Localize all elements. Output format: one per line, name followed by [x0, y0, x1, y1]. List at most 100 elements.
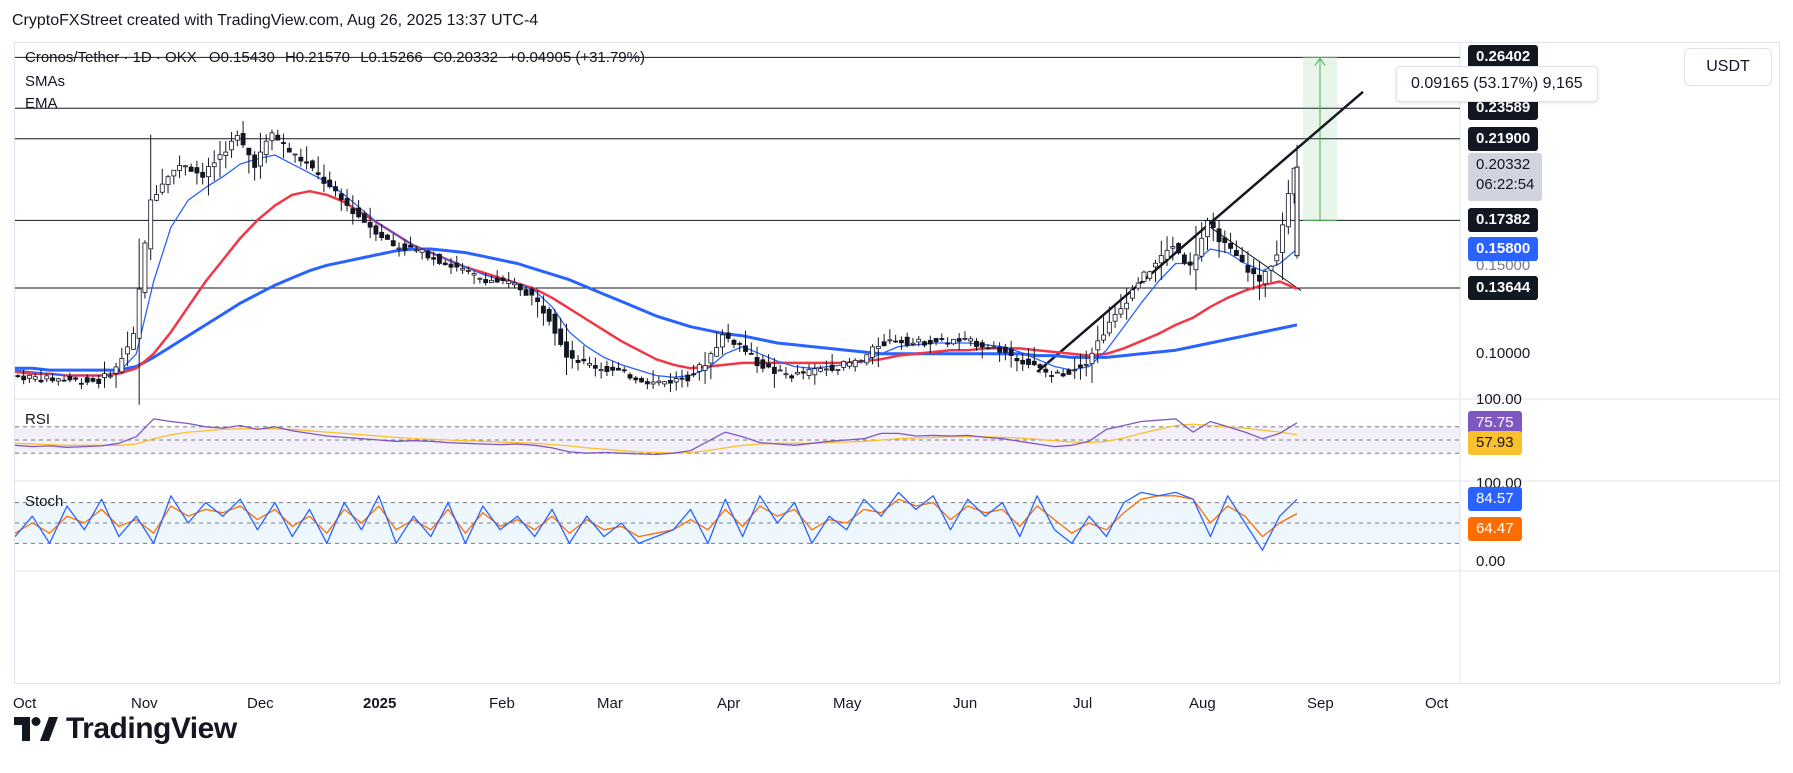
- bar-countdown: 06:22:54: [1476, 176, 1535, 194]
- candle-body: [927, 339, 933, 345]
- candle-body: [719, 334, 725, 348]
- candle-body: [552, 313, 558, 334]
- candle-body: [477, 277, 483, 280]
- candle-body: [881, 341, 887, 347]
- rsi-line: [15, 418, 1298, 456]
- candle-body: [1193, 254, 1199, 271]
- candle-body: [737, 343, 743, 345]
- candle-body: [569, 350, 575, 359]
- time-label-dec: Dec: [247, 695, 274, 712]
- candle-body: [229, 140, 234, 151]
- candle-body: [592, 365, 598, 369]
- candle-body: [841, 361, 847, 368]
- legend-ema[interactable]: EMA: [25, 95, 58, 112]
- candle-body: [1216, 228, 1222, 243]
- candle-body: [847, 362, 852, 367]
- candle-body: [558, 328, 564, 345]
- candle-body: [356, 207, 362, 218]
- candle-body: [165, 176, 171, 185]
- candle-body: [379, 231, 385, 239]
- candle-body: [408, 244, 413, 248]
- candle-body: [1112, 314, 1118, 322]
- candle-body: [1187, 261, 1193, 266]
- trendlines[interactable]: [1036, 90, 1364, 373]
- candle-body: [1239, 254, 1245, 263]
- candle-body: [1274, 254, 1280, 262]
- candle-body: [656, 380, 662, 384]
- candle-body: [598, 369, 604, 372]
- candle-body: [887, 339, 893, 342]
- legend-symbol[interactable]: Cronos/Tether · 1D · OKX: [25, 49, 197, 66]
- candle-body: [1054, 371, 1060, 374]
- candle-body: [823, 368, 829, 371]
- currency-button[interactable]: USDT: [1684, 48, 1772, 86]
- candle-body: [540, 305, 546, 314]
- candle-body: [73, 377, 79, 380]
- stoch-k-value-tag: 84.57: [1468, 487, 1522, 512]
- candle-body: [419, 248, 425, 253]
- candle-body: [1210, 221, 1216, 228]
- candle-body: [321, 176, 327, 184]
- candle-body: [1072, 369, 1078, 372]
- candle-body: [298, 156, 304, 162]
- candle-body: [731, 339, 737, 345]
- candle-body: [425, 250, 431, 259]
- candle-body: [500, 277, 506, 281]
- candle-body: [1124, 302, 1130, 310]
- candle-body: [50, 377, 55, 382]
- stoch-k-line: [15, 491, 1298, 551]
- legend-close: C0.20332: [432, 49, 499, 66]
- candle-body: [154, 194, 159, 201]
- candle-body: [130, 333, 136, 350]
- legend-open: O0.15430: [208, 49, 275, 66]
- pane-separators: [15, 43, 1779, 683]
- candle-body: [899, 340, 904, 344]
- candle-body: [1118, 308, 1124, 315]
- legend-low: L0.15266: [360, 49, 423, 66]
- candle-body: [546, 308, 552, 322]
- sma-fast-line: [15, 154, 1298, 378]
- candle-body: [327, 179, 333, 188]
- candle-body: [777, 369, 783, 372]
- legend-main: Cronos/Tether · 1D · OKX O0.15430 H0.215…: [25, 49, 645, 66]
- candle-body: [1020, 359, 1026, 365]
- chart-frame[interactable]: Cronos/Tether · 1D · OKX O0.15430 H0.215…: [13, 42, 1780, 712]
- candle-body: [714, 347, 720, 357]
- candle-body: [910, 342, 916, 345]
- candle-body: [460, 268, 465, 271]
- candle-body: [21, 375, 27, 381]
- legend-rsi[interactable]: RSI: [25, 411, 51, 428]
- candle-body: [1141, 271, 1147, 282]
- candle-body: [1285, 193, 1291, 228]
- candle-body: [766, 363, 772, 368]
- candle-body: [789, 375, 795, 379]
- last-price-value: 0.20332: [1476, 156, 1531, 174]
- legend-stoch[interactable]: Stoch: [25, 493, 64, 510]
- candle-body: [171, 169, 177, 177]
- candle-body: [1101, 334, 1106, 341]
- candle-body: [1164, 249, 1170, 260]
- candle-body: [639, 378, 644, 383]
- horizontal-levels: [15, 56, 1460, 289]
- candle-body: [523, 289, 529, 296]
- candle-body: [939, 338, 945, 340]
- tradingview-logo[interactable]: TradingView: [14, 712, 237, 746]
- candle-body-last: [1294, 166, 1300, 257]
- candle-body: [696, 364, 702, 372]
- legend-smas[interactable]: SMAs: [25, 73, 66, 90]
- candle-body: [962, 337, 968, 340]
- ascending-trendline: [1036, 90, 1364, 373]
- candle-body: [1233, 250, 1239, 257]
- candle-body: [96, 378, 102, 384]
- chart-canvas[interactable]: [15, 43, 1779, 683]
- candle-body: [991, 346, 997, 349]
- price-tag-level-3: 0.21900: [1468, 126, 1539, 151]
- candle-body: [904, 336, 910, 346]
- candle-body: [15, 375, 21, 377]
- candle-body: [1245, 265, 1251, 273]
- candle-body: [650, 381, 656, 385]
- candle-body: [494, 277, 500, 283]
- candle-body: [1170, 246, 1176, 249]
- candle-body: [431, 257, 437, 260]
- candle-body: [38, 379, 44, 383]
